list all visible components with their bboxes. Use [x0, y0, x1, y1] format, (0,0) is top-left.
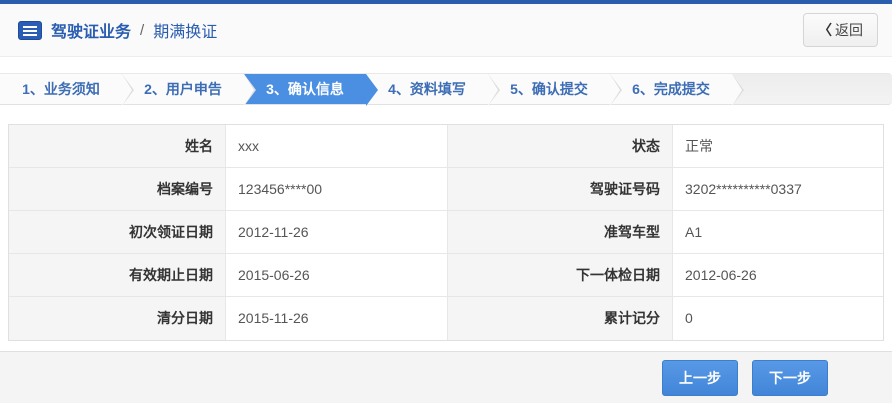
- field-label-first-issue-date: 初次领证日期: [9, 211, 226, 254]
- field-value-first-issue-date: 2012-11-26: [226, 211, 448, 254]
- back-button-label: 返回: [835, 22, 863, 38]
- field-value-vehicle-class: A1: [673, 211, 883, 254]
- footer-action-bar: 上一步 下一步: [0, 351, 892, 403]
- wizard-tail: [732, 74, 892, 104]
- field-value-expiry-date: 2015-06-26: [226, 254, 448, 297]
- field-label-file-number: 档案编号: [9, 168, 226, 211]
- field-value-status: 正常: [673, 125, 883, 168]
- previous-step-button[interactable]: 上一步: [662, 359, 738, 396]
- wizard-step-3-active[interactable]: 3、确认信息: [244, 74, 378, 106]
- field-label-next-checkup-date: 下一体检日期: [448, 254, 673, 297]
- wizard-step-5[interactable]: 5、确认提交: [488, 74, 622, 106]
- breadcrumb-business-link[interactable]: 驾驶证业务: [51, 24, 132, 41]
- field-value-accumulated-points: 0: [673, 297, 883, 340]
- field-label-license-number: 驾驶证号码: [448, 168, 673, 211]
- field-label-expiry-date: 有效期止日期: [9, 254, 226, 297]
- top-accent-bar: [0, 0, 892, 4]
- field-value-next-checkup-date: 2012-06-26: [673, 254, 883, 297]
- back-chevron-icon: 〈: [818, 22, 832, 38]
- field-label-status: 状态: [448, 125, 673, 168]
- field-value-license-number: 3202**********0337: [673, 168, 883, 211]
- license-info-table: 姓名 xxx 状态 正常 档案编号 123456****00 驾驶证号码 320…: [8, 124, 884, 341]
- field-label-points-reset-date: 清分日期: [9, 297, 226, 340]
- wizard-step-1[interactable]: 1、业务须知: [0, 74, 134, 106]
- field-label-vehicle-class: 准驾车型: [448, 211, 673, 254]
- field-value-points-reset-date: 2015-11-26: [226, 297, 448, 340]
- page-header: 驾驶证业务 / 期满换证 〈 返回: [0, 4, 892, 57]
- list-icon: [18, 20, 42, 40]
- field-label-accumulated-points: 累计记分: [448, 297, 673, 340]
- breadcrumb-separator: /: [140, 21, 145, 39]
- field-value-name: xxx: [226, 125, 448, 168]
- next-step-button[interactable]: 下一步: [752, 359, 828, 396]
- back-button[interactable]: 〈 返回: [803, 13, 878, 47]
- wizard-step-6[interactable]: 6、完成提交: [610, 74, 744, 106]
- wizard-step-4[interactable]: 4、资料填写: [366, 74, 500, 106]
- step-wizard: 1、业务须知 2、用户申告 3、确认信息 4、资料填写 5、确认提交 6、完成提…: [0, 73, 892, 106]
- page-title: 期满换证: [153, 24, 218, 41]
- field-value-file-number: 123456****00: [226, 168, 448, 211]
- wizard-step-2[interactable]: 2、用户申告: [122, 74, 256, 106]
- breadcrumb: 驾驶证业务 / 期满换证: [18, 18, 217, 42]
- field-label-name: 姓名: [9, 125, 226, 168]
